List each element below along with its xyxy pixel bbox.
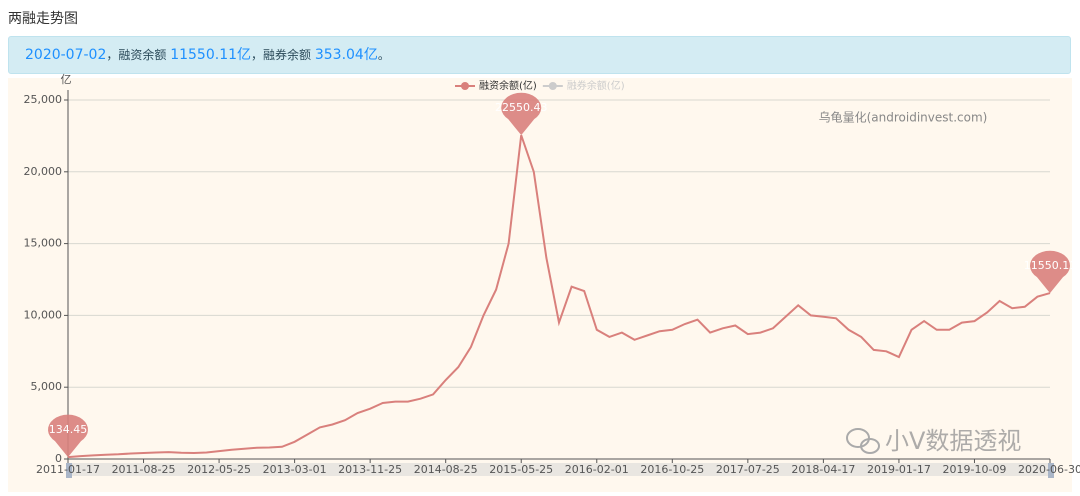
x-tick-label: 2012-05-25: [187, 463, 251, 476]
zoom-slider[interactable]: [68, 463, 1050, 476]
banner-text: 11550.11亿: [170, 47, 252, 63]
zoom-handle[interactable]: [1048, 463, 1054, 478]
y-tick-label: 15,000: [24, 237, 63, 250]
legend-swatch: [461, 82, 469, 90]
x-tick-label: 2018-04-17: [791, 463, 855, 476]
line-series: [67, 134, 1051, 459]
y-tick-label: 5,000: [31, 380, 63, 393]
pin-marker: [1030, 250, 1070, 294]
page-title: 两融走势图: [8, 11, 78, 27]
x-tick-label: 2017-07-25: [716, 463, 780, 476]
info-banner: 2020-07-02，融资余额 11550.11亿，融券余额 353.04亿。: [8, 36, 1071, 74]
banner-text: 。: [377, 48, 390, 62]
x-tick-label: 2014-08-25: [414, 463, 478, 476]
pin-marker: [48, 414, 88, 458]
wechat-icon: [846, 428, 880, 454]
x-tick-label: 2016-10-25: [640, 463, 704, 476]
legend-swatch: [548, 82, 557, 90]
pin-label: 11550.11: [1024, 259, 1077, 272]
x-tick-label: 2013-03-01: [263, 463, 327, 476]
watermark: 乌龟量化(androidinvest.com): [819, 110, 988, 125]
banner-text: 2020-07-02: [25, 47, 107, 63]
pin-label: 22550.43: [495, 101, 548, 114]
x-tick-label: 2011-01-17: [36, 463, 100, 476]
x-tick-label: 2015-05-25: [489, 463, 553, 476]
chart-background: [8, 78, 1072, 492]
y-tick-label: 0: [55, 452, 62, 465]
pin-label: 134.45: [49, 423, 88, 436]
legend-label[interactable]: 融券余额(亿): [567, 79, 625, 92]
zoom-handle[interactable]: [66, 463, 72, 478]
banner-text: 353.04亿: [314, 47, 378, 63]
x-tick-label: 2011-08-25: [112, 463, 176, 476]
x-tick-label: 2016-02-01: [565, 463, 629, 476]
x-tick-label: 2020-06-30: [1018, 463, 1080, 476]
x-tick-label: 2013-11-25: [338, 463, 402, 476]
x-tick-label: 2019-01-17: [867, 463, 931, 476]
banner-text: ，融资余额: [106, 48, 171, 62]
y-tick-label: 10,000: [24, 308, 63, 321]
y-unit: 亿: [61, 73, 72, 86]
y-tick-label: 25,000: [24, 93, 63, 106]
pin-marker: [501, 92, 542, 136]
legend-label[interactable]: 融资余额(亿): [479, 79, 537, 92]
x-tick-label: 2019-10-09: [942, 463, 1006, 476]
watermark: 小V数据透视: [885, 427, 1021, 455]
y-tick-label: 20,000: [24, 165, 63, 178]
banner-text: ，融券余额: [251, 48, 315, 62]
